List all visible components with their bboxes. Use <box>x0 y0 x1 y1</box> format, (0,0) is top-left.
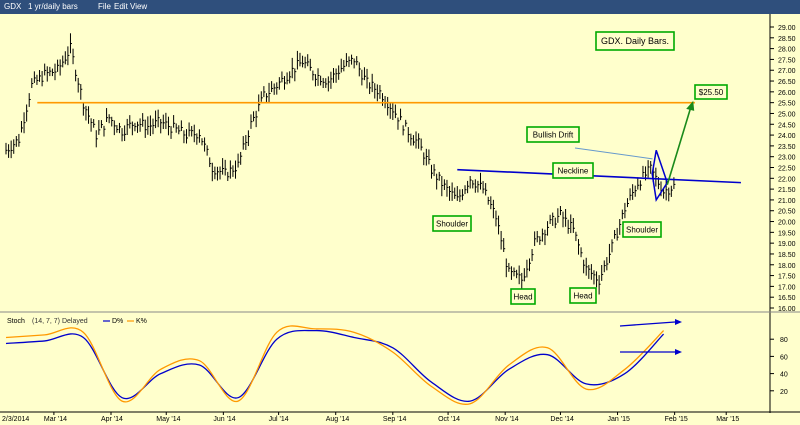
price-y-tick-label: 17.00 <box>778 284 796 291</box>
price-y-tick-label: 20.00 <box>778 220 796 227</box>
x-tick-label: Mar '14 <box>44 416 67 423</box>
x-tick-label: Aug '14 <box>326 416 350 423</box>
price-y-tick-label: 27.50 <box>778 57 796 64</box>
neckline-label: Neckline <box>558 167 589 176</box>
stoch-header-bg <box>4 314 144 326</box>
x-tick-label: Jun '14 <box>213 416 235 423</box>
bullish-drift-label: Bullish Drift <box>533 131 574 140</box>
price-y-tick-label: 24.00 <box>778 133 796 140</box>
x-tick-label: Apr '14 <box>101 416 123 423</box>
price-y-tick-label: 21.00 <box>778 198 796 205</box>
menu-edit[interactable]: Edit <box>114 2 128 11</box>
target-label: $25.50 <box>699 88 724 97</box>
price-y-tick-label: 25.50 <box>778 101 796 108</box>
legend-k: K% <box>136 318 147 325</box>
x-start-label: 2/3/2014 <box>2 416 29 423</box>
stoch-k-line <box>5 325 665 405</box>
price-y-tick-label: 19.00 <box>778 241 796 248</box>
x-tick-label: Jul '14 <box>269 416 289 423</box>
toolbar: GDX 1 yr/daily bars File Edit View <box>0 0 800 14</box>
chart-title-label: GDX. Daily Bars. <box>601 36 669 46</box>
price-y-tick-label: 17.50 <box>778 274 796 281</box>
price-y-tick-label: 28.00 <box>778 47 796 54</box>
price-y-tick-label: 23.50 <box>778 144 796 151</box>
x-tick-label: Oct '14 <box>438 416 460 423</box>
price-y-tick-label: 25.00 <box>778 111 796 118</box>
menu-view[interactable]: View <box>130 2 148 11</box>
x-tick-label: Dec '14 <box>550 416 574 423</box>
shoulder-left-label-box <box>432 215 472 232</box>
head-left-label-box <box>510 288 536 305</box>
target-label-box <box>694 84 728 100</box>
shoulder-right-label-box <box>622 221 662 238</box>
x-tick-label: Jan '15 <box>608 416 630 423</box>
x-tick-label: Nov '14 <box>495 416 519 423</box>
stoch-title: Stoch <box>7 318 25 325</box>
shoulder-right-label: Shoulder <box>626 226 658 235</box>
stoch-y-tick-label: 40 <box>780 372 788 379</box>
stoch-y-tick-label: 80 <box>780 337 788 344</box>
stoch-params: (14, 7, 7) Delayed <box>32 318 88 325</box>
price-y-tick-label: 24.50 <box>778 122 796 129</box>
price-y-tick-label: 23.00 <box>778 155 796 162</box>
price-y-tick-label: 22.50 <box>778 166 796 173</box>
x-tick-label: Feb '15 <box>665 416 688 423</box>
flag-triangle <box>651 149 669 203</box>
price-y-tick-label: 16.00 <box>778 306 796 313</box>
price-y-tick-label: 22.00 <box>778 176 796 183</box>
target-arrow <box>666 105 692 186</box>
menu-file[interactable]: File <box>98 2 111 11</box>
x-tick-label: Mar '15 <box>716 416 739 423</box>
legend-d: D% <box>112 318 123 325</box>
price-y-tick-label: 18.00 <box>778 263 796 270</box>
price-y-tick-label: 16.50 <box>778 295 796 302</box>
stoch-d-line <box>5 329 665 402</box>
head-right-label: Head <box>573 292 592 301</box>
price-y-tick-label: 27.00 <box>778 68 796 75</box>
x-tick-label: May '14 <box>156 416 180 423</box>
neckline-line <box>457 168 741 184</box>
x-tick-label: Sep '14 <box>383 416 407 423</box>
chart-title-label-box <box>595 31 675 51</box>
price-y-tick-label: 26.00 <box>778 90 796 97</box>
stoch-y-tick-label: 20 <box>780 389 788 396</box>
price-y-tick-label: 20.50 <box>778 209 796 216</box>
stoch-arrow-upper-head <box>675 319 682 325</box>
price-y-tick-label: 19.50 <box>778 230 796 237</box>
bullish-drift-label-box <box>526 126 580 143</box>
stoch-y-tick-label: 60 <box>780 354 788 361</box>
stoch-arrow-lower-head <box>675 349 682 355</box>
drift-arrow <box>574 147 653 160</box>
stoch-arrow-upper <box>619 321 676 327</box>
head-right-label-box <box>569 287 597 304</box>
price-bars <box>5 33 676 295</box>
price-y-tick-label: 21.50 <box>778 187 796 194</box>
neckline-label-box <box>552 162 594 179</box>
price-y-tick-label: 28.50 <box>778 36 796 43</box>
price-y-tick-label: 18.50 <box>778 252 796 259</box>
head-left-label: Head <box>513 293 532 302</box>
price-y-tick-label: 26.50 <box>778 79 796 86</box>
target-arrow-head <box>686 100 695 111</box>
shoulder-left-label: Shoulder <box>436 220 468 229</box>
price-y-tick-label: 29.00 <box>778 25 796 32</box>
period-select[interactable]: 1 yr/daily bars <box>28 2 78 11</box>
symbol-label[interactable]: GDX <box>4 2 22 11</box>
